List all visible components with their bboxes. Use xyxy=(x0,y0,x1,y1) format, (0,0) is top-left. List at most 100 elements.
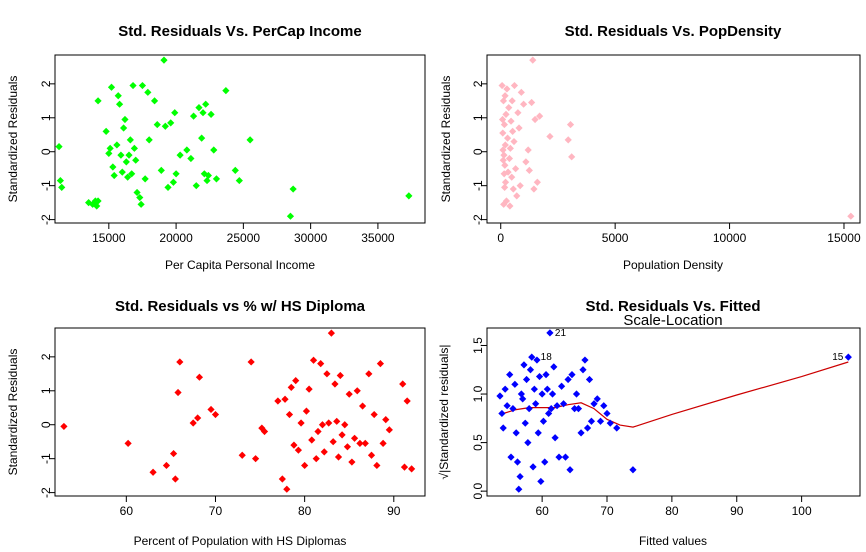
data-point xyxy=(501,161,509,169)
data-point xyxy=(149,468,157,476)
data-point xyxy=(545,409,553,418)
data-point xyxy=(529,463,537,471)
data-point xyxy=(110,171,118,180)
x-tick-label: 100 xyxy=(792,504,812,518)
y-tick-label: 0 xyxy=(39,148,53,155)
data-point xyxy=(115,100,124,108)
x-axis-label-popdens: Population Density xyxy=(623,258,723,272)
data-point xyxy=(122,158,130,166)
data-point xyxy=(373,461,381,470)
data-point xyxy=(522,158,530,166)
points-hs xyxy=(60,329,416,493)
data-point xyxy=(312,455,320,463)
data-point xyxy=(109,163,117,171)
data-point xyxy=(503,402,511,410)
x-tick-label: 80 xyxy=(298,504,312,518)
data-point xyxy=(528,353,536,361)
y-tick-label: 1.5 xyxy=(471,337,485,354)
data-point xyxy=(246,136,254,144)
y-tick-label: 0.5 xyxy=(471,434,485,451)
data-point xyxy=(124,439,132,447)
data-point xyxy=(290,441,298,449)
annotations-fitted: 21 18 15 xyxy=(541,328,844,363)
data-point xyxy=(508,173,516,181)
data-point xyxy=(118,168,126,176)
y-tick-label: -2 xyxy=(39,214,53,225)
point-annotation: 15 xyxy=(832,352,844,363)
data-point xyxy=(530,185,538,193)
data-point xyxy=(289,185,297,193)
data-point xyxy=(499,146,507,154)
data-point xyxy=(94,97,102,105)
panel-title-percap: Std. Residuals Vs. PerCap Income xyxy=(118,23,361,40)
data-point xyxy=(376,360,385,368)
x-axis-label-fitted: Fitted values xyxy=(639,534,707,548)
data-point xyxy=(301,461,309,470)
data-point xyxy=(505,104,513,112)
data-point xyxy=(546,329,554,337)
data-point xyxy=(500,120,508,129)
data-point xyxy=(520,361,528,369)
axes-popdens: 0 5000 10000 15000 -2 -1 0 1 2 xyxy=(471,80,861,245)
y-axis-label-fitted: √|Standardized residuals| xyxy=(437,345,451,480)
data-point xyxy=(403,397,411,405)
data-point xyxy=(128,170,136,178)
data-point xyxy=(198,134,206,142)
data-point xyxy=(503,85,511,93)
data-point xyxy=(58,183,66,191)
data-point xyxy=(558,382,566,390)
data-point xyxy=(113,141,121,149)
y-tick-label: -2 xyxy=(471,214,485,225)
panel-popdens: Std. Residuals Vs. PopDensity 0 5000 10000… xyxy=(439,23,861,272)
data-point xyxy=(187,154,195,163)
data-point xyxy=(533,356,541,364)
data-point xyxy=(587,417,596,425)
data-point xyxy=(102,127,110,135)
data-point xyxy=(325,419,333,427)
data-point xyxy=(94,197,102,205)
data-point xyxy=(211,410,220,419)
data-point xyxy=(120,124,128,132)
y-tick-label: 0 xyxy=(39,421,53,428)
data-point xyxy=(509,405,517,413)
y-tick-label: 1 xyxy=(471,114,485,121)
y-tick-label: 0 xyxy=(471,148,485,155)
y-axis-label-hs: Standardized Residuals xyxy=(6,349,20,476)
data-point xyxy=(305,385,313,393)
data-point xyxy=(509,185,517,193)
data-point xyxy=(350,434,359,442)
data-point xyxy=(356,439,364,447)
data-point xyxy=(281,395,289,403)
data-point xyxy=(207,110,215,118)
data-point xyxy=(400,463,409,471)
data-point xyxy=(501,92,509,100)
data-point xyxy=(515,124,523,132)
y-axis-label-popdens: Standardized Residuals xyxy=(439,76,453,203)
data-point xyxy=(501,178,510,186)
data-point xyxy=(526,366,535,374)
y-tick-label: -2 xyxy=(39,487,53,498)
data-point xyxy=(138,81,147,90)
data-point xyxy=(169,178,177,186)
data-point xyxy=(498,409,506,418)
axes-hs: 60 70 80 90 -2 -1 0 1 2 xyxy=(39,353,401,518)
data-point xyxy=(408,465,416,473)
data-point xyxy=(600,402,608,410)
data-point xyxy=(286,212,295,220)
y-tick-label: 1 xyxy=(39,387,53,394)
data-point xyxy=(309,356,318,364)
data-point xyxy=(382,416,390,424)
data-point xyxy=(515,485,523,493)
data-point xyxy=(195,373,204,381)
data-point xyxy=(176,358,184,366)
data-point xyxy=(379,439,387,447)
x-tick-label: 25000 xyxy=(227,231,261,245)
data-point xyxy=(365,370,373,378)
data-point xyxy=(222,87,230,95)
data-point xyxy=(566,466,574,474)
points-percap xyxy=(55,56,413,220)
data-point xyxy=(529,56,537,64)
data-point xyxy=(507,453,515,461)
data-point xyxy=(583,424,592,432)
data-point xyxy=(525,166,533,174)
